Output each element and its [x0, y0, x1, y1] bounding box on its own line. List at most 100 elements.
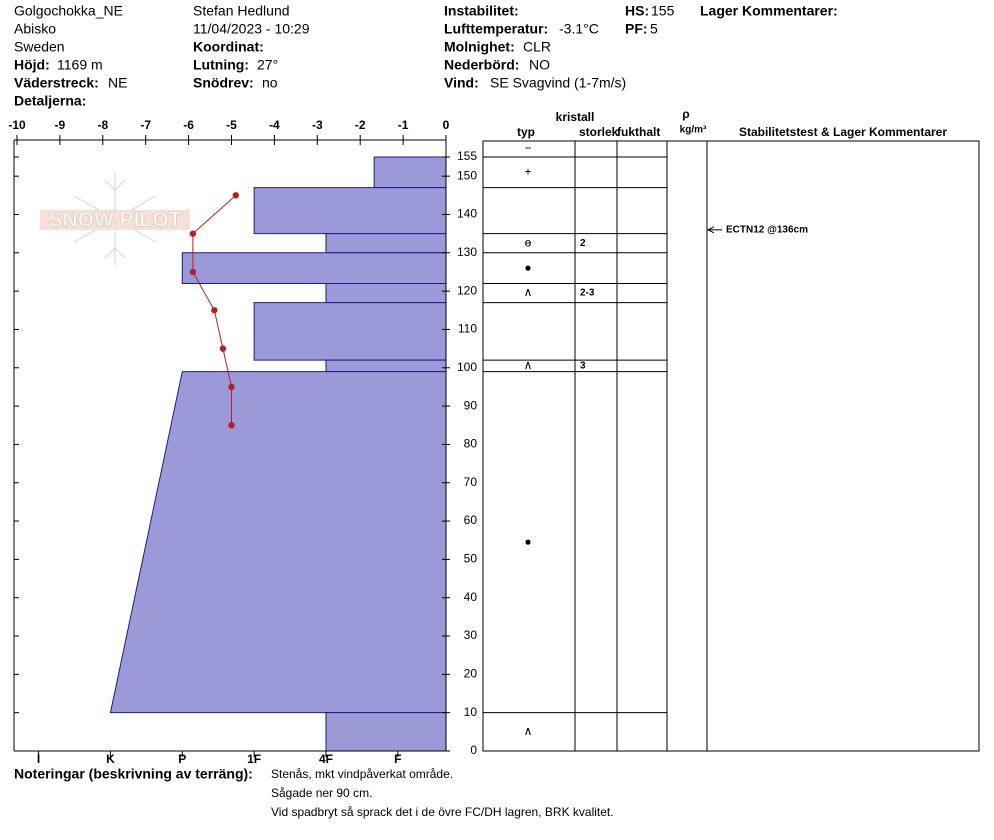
location: Abisko	[14, 21, 56, 37]
logo-text: SNOW PILOT	[49, 209, 182, 232]
hardness-tick-label: 4F	[319, 752, 333, 766]
y-tick-label: 130	[457, 245, 477, 259]
y-tick-label: 20	[464, 667, 478, 681]
temperature-point	[228, 422, 235, 429]
slope: 27°	[257, 57, 278, 73]
y-tick-label: 40	[464, 590, 478, 604]
sky-label: Molnighet:	[444, 39, 515, 55]
grain-type: +	[524, 165, 531, 179]
hardness-layer	[325, 712, 447, 752]
x-tick-label: -8	[97, 118, 108, 132]
y-tick-label: 140	[457, 207, 477, 221]
hs-label: HS:	[625, 3, 649, 19]
note-line: Vid spadbryt så sprack det i de övre FC/…	[271, 805, 614, 819]
test-arrowhead	[706, 226, 715, 234]
table-header: kg/m³	[680, 125, 707, 136]
hardness-layer	[325, 233, 447, 254]
instability-label: Instabilitet:	[444, 3, 519, 19]
hardness-layer	[325, 359, 447, 373]
pf-label: PF:	[625, 21, 648, 37]
x-tick-label: 0	[443, 118, 450, 132]
y-tick-label: 155	[457, 149, 477, 163]
grain-type: ∧	[524, 285, 533, 299]
grain-size: 2	[580, 238, 586, 249]
hardness-tick-label: P	[178, 752, 186, 766]
coordinate-label: Koordinat:	[193, 39, 264, 55]
logo: SNOW PILOT	[40, 172, 190, 266]
wind-label: Vind:	[444, 75, 479, 91]
y-tick-label: 150	[457, 168, 477, 182]
temperature-point	[232, 192, 239, 199]
hardness-tick-label: F	[394, 752, 401, 766]
hardness-layer	[373, 156, 447, 189]
hardness-layer	[325, 282, 447, 304]
aspect: NE	[108, 75, 127, 91]
table-header: fukthalt	[617, 125, 660, 139]
observer: Stefan Hedlund	[193, 3, 290, 19]
y-tick-label: 110	[458, 322, 477, 336]
temperature-point	[211, 307, 218, 314]
table-header: ρ	[682, 107, 689, 121]
datetime: 11/04/2023 - 10:29	[193, 21, 310, 37]
hardness-tick-label: 1F	[247, 752, 261, 766]
table-header: kristall	[556, 110, 595, 124]
elevation: 1169 m	[57, 57, 103, 73]
table-header: storlek	[579, 125, 619, 139]
note-line: Sågade ner 90 cm.	[271, 786, 372, 800]
y-tick-label: 0	[470, 743, 477, 757]
header: Golgochokka_NE Abisko Sweden Höjd: 1169 …	[14, 3, 838, 109]
temperature-point	[219, 345, 227, 352]
air-temp-label: Lufttemperatur:	[444, 21, 548, 37]
y-tick-label: 60	[464, 513, 478, 527]
hs: 155	[651, 3, 675, 19]
details-label: Detaljerna:	[14, 93, 86, 109]
aspect-label: Väderstreck:	[14, 75, 99, 91]
air-temp: -3.1°C	[559, 21, 599, 37]
x-tick-label: -10	[8, 118, 26, 132]
hardness-tick-label: I	[37, 752, 40, 766]
grain-type: ∧	[524, 724, 533, 738]
notes-label: Noteringar (beskrivning av terräng):	[14, 766, 253, 782]
hardness-layer	[253, 302, 447, 361]
temperature-point	[189, 268, 197, 276]
x-tick-label: -1	[398, 118, 409, 132]
y-tick-label: 70	[464, 475, 478, 489]
grain-type: ●	[524, 534, 531, 548]
layer-comments-label: Lager Kommentarer:	[700, 3, 838, 19]
x-tick-label: -4	[269, 118, 280, 132]
hardness-layer	[109, 371, 447, 714]
hardness-tick-label: K	[106, 752, 115, 766]
pf: 5	[650, 21, 658, 37]
y-tick-label: 80	[464, 437, 478, 451]
table-header: Stabilitetstest & Lager Kommentarer	[739, 125, 947, 139]
y-tick-label: 30	[464, 628, 478, 642]
drift-label: Snödrev:	[193, 75, 254, 91]
wind: SE Svagvind (1-7m/s)	[490, 75, 626, 91]
x-tick-label: -6	[183, 118, 194, 132]
y-tick-label: 50	[464, 552, 478, 566]
temperature-point	[228, 383, 235, 391]
y-tick-label: 120	[457, 283, 477, 297]
hardness-layer	[181, 252, 447, 284]
note-line: Stenås, mkt vindpåverkat område.	[271, 767, 453, 781]
y-tick-label: 10	[464, 705, 478, 719]
grain-size: 3	[580, 360, 586, 371]
drift: no	[262, 75, 278, 91]
country: Sweden	[14, 39, 65, 55]
notes: Noteringar (beskrivning av terräng): Ste…	[14, 766, 614, 819]
table-header: typ	[517, 125, 535, 139]
y-tick-label: 90	[464, 398, 478, 412]
temperature-point	[189, 230, 197, 237]
x-tick-label: -7	[140, 118, 151, 132]
sky: CLR	[523, 39, 551, 55]
y-tick-label: 100	[457, 360, 477, 374]
x-tick-label: -9	[55, 118, 66, 132]
x-tick-label: -5	[226, 118, 237, 132]
grain-type: ɵ	[525, 235, 532, 249]
site: Golgochokka_NE	[14, 3, 123, 19]
precip-label: Nederbörd:	[444, 57, 519, 73]
slope-label: Lutning:	[193, 57, 249, 73]
elevation-label: Höjd:	[14, 57, 50, 73]
grain-type: ●	[524, 260, 531, 274]
